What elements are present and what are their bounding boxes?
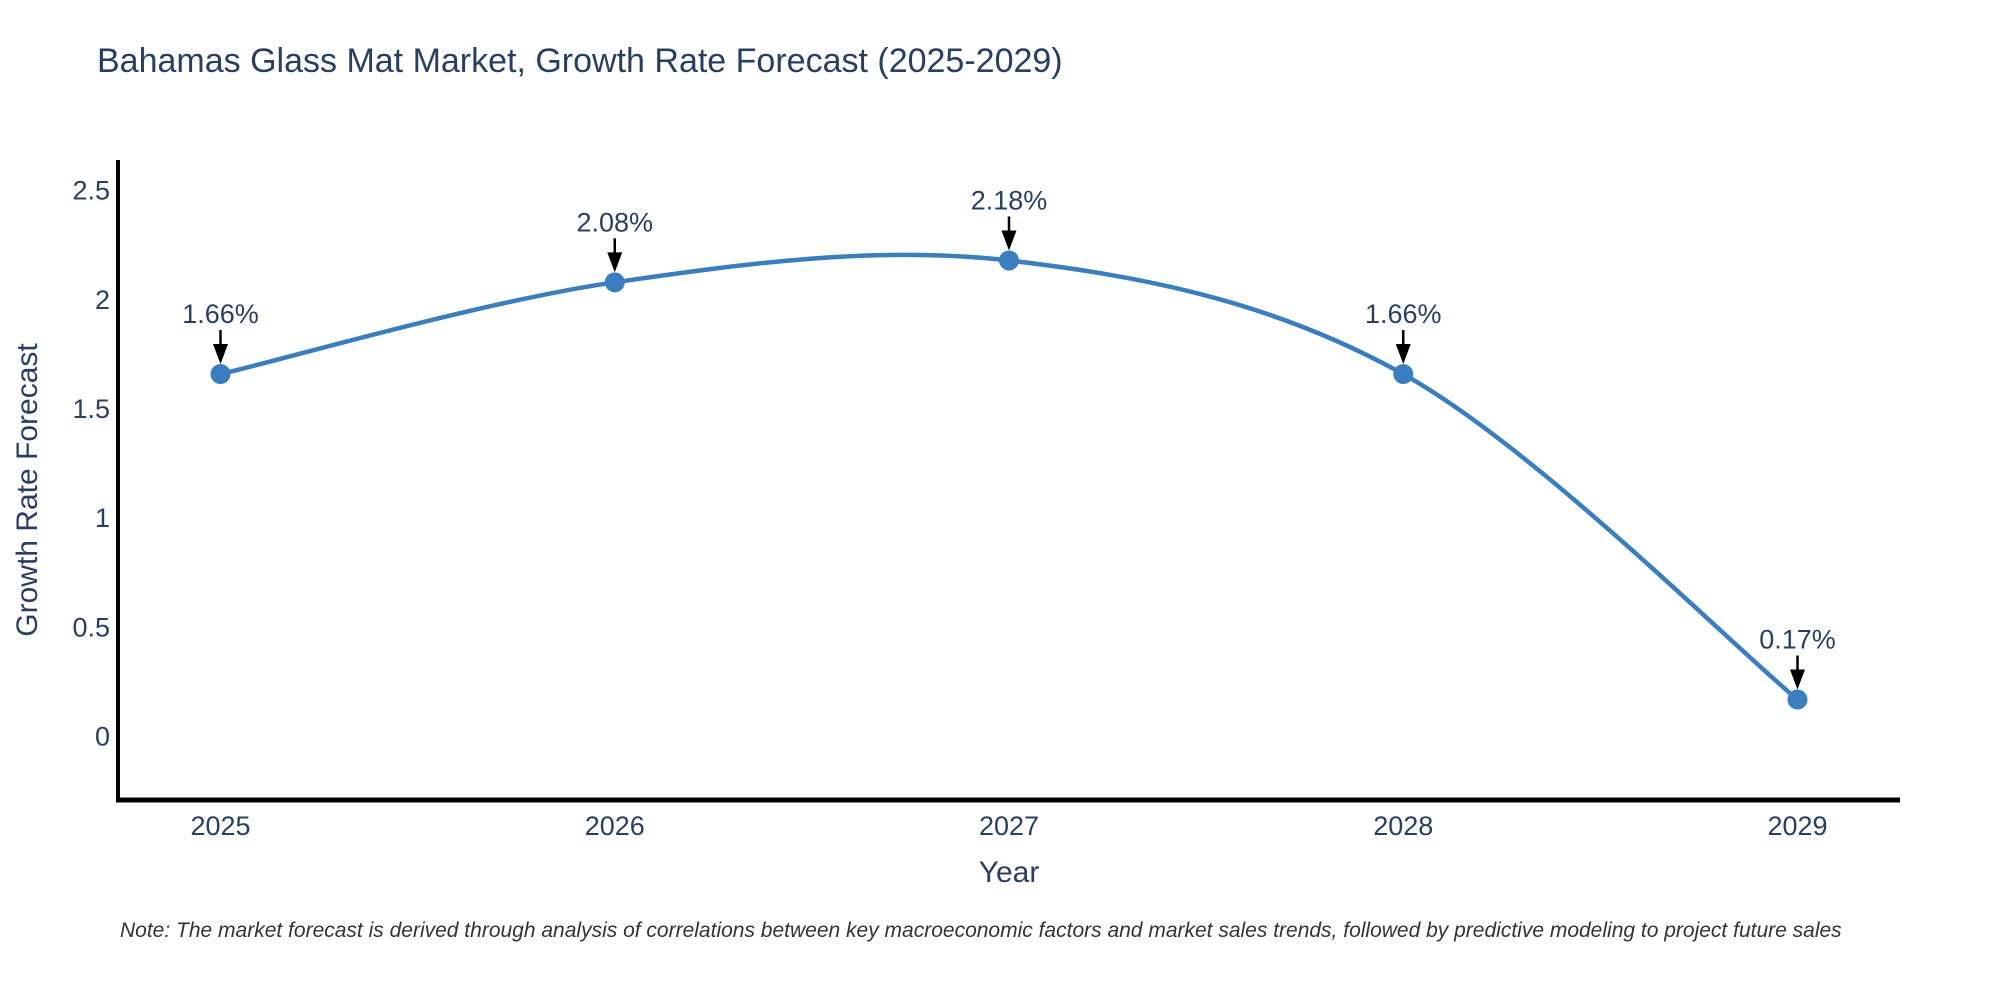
point-annotation-label: 2.18% [971, 185, 1048, 215]
point-annotation-label: 1.66% [182, 299, 259, 329]
y-tick-label: 0.5 [72, 612, 110, 642]
data-point-marker [1393, 364, 1414, 385]
point-annotation-label: 1.66% [1365, 299, 1442, 329]
y-axis-title: Growth Rate Forecast [11, 343, 44, 637]
data-point-marker [604, 272, 625, 293]
annotation-arrow-head [1395, 344, 1411, 365]
point-annotation-label: 2.08% [576, 207, 653, 237]
chart-title: Bahamas Glass Mat Market, Growth Rate Fo… [97, 42, 1063, 80]
x-tick-label: 2029 [1767, 811, 1827, 841]
growth-rate-line [218, 252, 1800, 702]
x-tick-label: 2026 [585, 811, 645, 841]
y-tick-label: 1.5 [72, 394, 110, 424]
y-tick-label: 2 [95, 285, 110, 315]
x-tick-label: 2027 [979, 811, 1039, 841]
y-tick-label: 2.5 [72, 176, 110, 206]
x-axis-title: Year [978, 856, 1040, 889]
x-tick-label: 2028 [1373, 811, 1433, 841]
y-tick-label: 1 [95, 503, 110, 533]
annotation-arrow-head [213, 344, 229, 365]
footnote: Note: The market forecast is derived thr… [120, 919, 1842, 942]
data-point-marker [210, 364, 231, 385]
data-point-marker [1787, 689, 1808, 710]
annotation-arrow-head [1789, 669, 1805, 690]
annotation-arrow-head [607, 252, 623, 273]
y-tick-label: 0 [95, 722, 110, 752]
point-annotation-label: 0.17% [1759, 625, 1836, 655]
annotation-arrow-head [1001, 230, 1017, 251]
x-tick-label: 2025 [190, 811, 250, 841]
data-point-marker [999, 250, 1019, 271]
